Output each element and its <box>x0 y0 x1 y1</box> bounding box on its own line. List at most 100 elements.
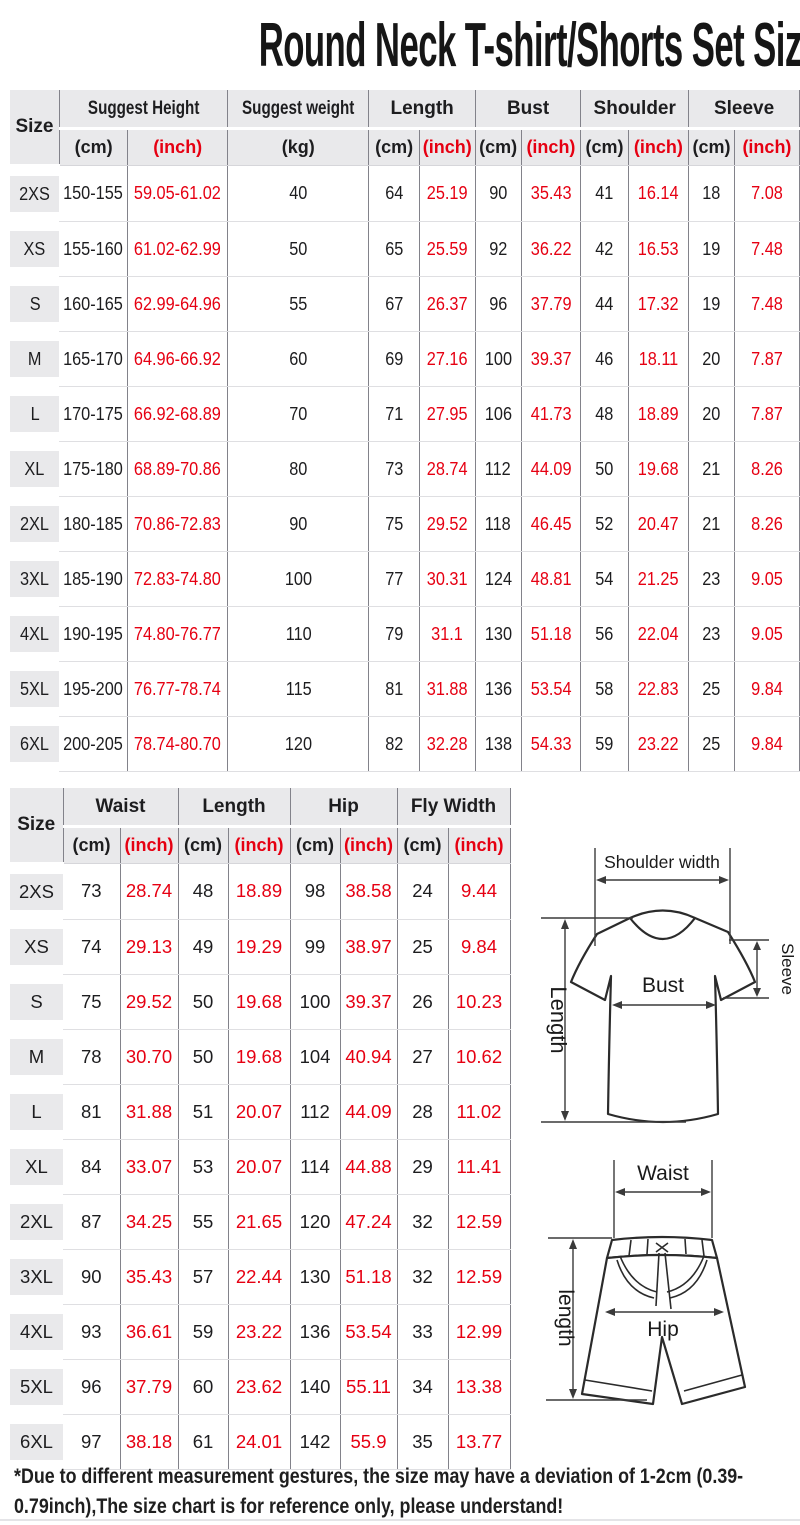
size-cell: S <box>10 974 63 1029</box>
value-cell: 17.32 <box>628 276 690 332</box>
value-text: 61 <box>192 1430 214 1452</box>
value-cell: 56 <box>580 606 629 662</box>
value-text: 38.97 <box>345 935 392 957</box>
value-cell: 34 <box>397 1359 449 1415</box>
value-cell: 200-205 <box>59 716 129 772</box>
value-text: 78 <box>80 1045 102 1067</box>
unit-header: (inch) <box>340 826 398 864</box>
value-text: 49 <box>192 935 214 957</box>
value-cell: 90 <box>475 165 522 222</box>
value-text: 78.74-80.70 <box>134 732 222 754</box>
size-cell: 4XL <box>10 606 60 661</box>
value-cell: 7.48 <box>734 276 800 332</box>
value-cell: 38.97 <box>340 919 398 975</box>
value-cell: 51 <box>178 1084 229 1140</box>
value-cell: 79 <box>368 606 420 662</box>
unit-header: (cm) <box>290 826 341 864</box>
size-chip-text: 6XL <box>20 1430 53 1452</box>
size-chip: M <box>10 1038 63 1075</box>
value-text: 185-190 <box>63 567 124 589</box>
value-cell: 185-190 <box>59 551 129 607</box>
value-text: 21 <box>702 457 721 479</box>
hip-arrow <box>605 1308 724 1316</box>
value-cell: 12.99 <box>448 1304 511 1360</box>
value-cell: 8.26 <box>734 496 800 552</box>
value-cell: 59 <box>580 716 629 772</box>
value-cell: 64 <box>368 165 420 222</box>
value-cell: 28 <box>397 1084 449 1140</box>
value-text: 9.05 <box>751 622 783 644</box>
value-text: 46.45 <box>530 512 572 534</box>
value-cell: 19.29 <box>228 919 291 975</box>
shorts-details <box>584 1238 743 1392</box>
value-text: 110 <box>285 622 312 644</box>
table-row: 2XL 87 34.25 55 21.65 120 47.24 32 12.59 <box>10 1194 511 1250</box>
value-text: 32 <box>412 1265 433 1287</box>
value-cell: 29 <box>397 1139 449 1195</box>
value-cell: 87 <box>63 1194 121 1250</box>
value-cell: 155-160 <box>59 221 129 277</box>
value-text: 190-195 <box>63 622 124 644</box>
unit-header: (inch) <box>628 128 690 166</box>
value-text: 26 <box>412 990 433 1012</box>
value-cell: 114 <box>290 1139 341 1195</box>
value-cell: 100 <box>475 331 522 387</box>
value-text: 80 <box>289 457 308 479</box>
column-group-header-text: Fly Width <box>410 795 497 817</box>
value-cell: 142 <box>290 1414 341 1470</box>
value-cell: 61.02-62.99 <box>127 221 229 277</box>
value-text: 23.22 <box>637 732 679 754</box>
value-text: 48.81 <box>530 567 572 589</box>
value-text: 25 <box>702 677 721 699</box>
value-text: 130 <box>299 1265 331 1287</box>
value-cell: 11.41 <box>448 1139 511 1195</box>
value-text: 9.84 <box>751 732 783 754</box>
value-cell: 29.13 <box>120 919 179 975</box>
value-cell: 25.19 <box>419 165 476 222</box>
value-text: 66.92-68.89 <box>134 402 222 424</box>
value-cell: 46.45 <box>521 496 582 552</box>
value-cell: 76.77-78.74 <box>127 661 229 717</box>
value-text: 11.02 <box>456 1100 502 1122</box>
value-cell: 48 <box>580 386 629 442</box>
value-cell: 124 <box>475 551 522 607</box>
unit-header-text: (inch) <box>742 137 792 157</box>
value-cell: 67 <box>368 276 420 332</box>
value-text: 9.44 <box>460 880 497 902</box>
size-cell: 6XL <box>10 1414 63 1469</box>
size-chip: 2XL <box>10 1203 63 1240</box>
table-row: 3XL 185-190 72.83-74.80 100 77 30.31 124 48.81 5… <box>10 551 800 607</box>
value-text: 81 <box>80 1100 102 1122</box>
value-cell: 50 <box>227 221 370 277</box>
value-cell: 190-195 <box>59 606 129 662</box>
value-text: 9.84 <box>751 677 783 699</box>
unit-header: (cm) <box>580 128 629 166</box>
header-unit-row: (cm) (inch) (cm) (inch) (cm) (inch) (cm) (inch) <box>10 826 511 864</box>
size-chip-text: XS <box>24 935 49 957</box>
size-cell: 2XS <box>10 864 63 920</box>
size-chip-text: 5XL <box>20 677 50 699</box>
unit-header: (inch) <box>228 826 291 864</box>
value-text: 142 <box>299 1430 331 1452</box>
value-text: 57 <box>192 1265 214 1287</box>
value-cell: 120 <box>290 1194 341 1250</box>
value-cell: 26 <box>397 974 449 1030</box>
value-cell: 11.02 <box>448 1084 511 1140</box>
column-group-header-text: Sleeve <box>713 97 775 119</box>
size-cell: 2XL <box>10 496 60 551</box>
value-text: 38.18 <box>125 1430 173 1452</box>
value-text: 124 <box>484 567 512 589</box>
table-row: S 160-165 62.99-64.96 55 67 26.37 96 37.79 44 17.… <box>10 276 800 332</box>
value-cell: 71 <box>368 386 420 442</box>
table-row: 4XL 93 36.61 59 23.22 136 53.54 33 12.99 <box>10 1304 511 1360</box>
value-text: 18.11 <box>638 347 679 369</box>
value-text: 34.25 <box>125 1210 173 1232</box>
size-chip: XL <box>10 450 60 487</box>
value-text: 35.43 <box>530 182 572 204</box>
value-text: 73 <box>385 457 404 479</box>
value-cell: 25 <box>397 919 449 975</box>
value-text: 29.52 <box>125 990 173 1012</box>
unit-header: (inch) <box>448 826 511 864</box>
value-cell: 39.37 <box>521 331 582 387</box>
unit-header-text: (cm) <box>74 137 113 157</box>
